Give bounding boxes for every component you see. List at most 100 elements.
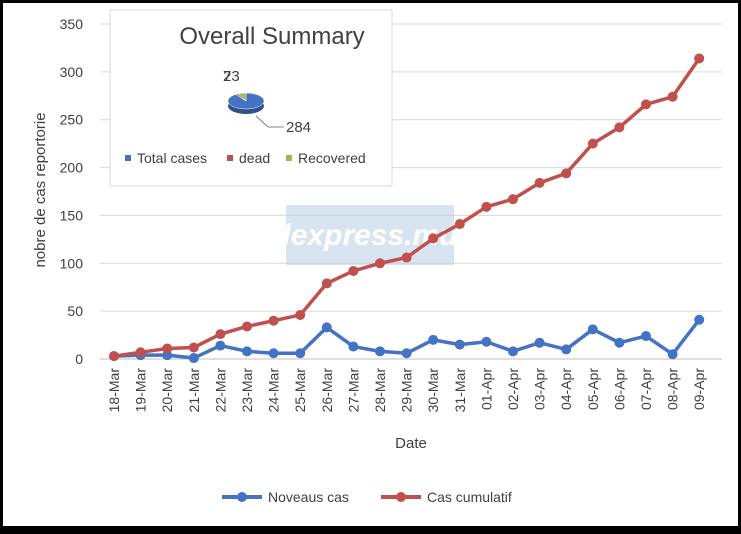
data-point-noveaus-cas (215, 340, 226, 351)
data-point-cas-cumulatif (375, 258, 385, 269)
data-point-noveaus-cas (401, 348, 412, 359)
data-point-cas-cumulatif (428, 233, 439, 244)
x-tick-label: 18-Mar (106, 368, 122, 413)
data-point-noveaus-cas (561, 344, 572, 355)
pie-slices (227, 92, 265, 110)
data-point-noveaus-cas (587, 324, 598, 335)
pie-legend-swatch-dead (227, 155, 233, 161)
x-tick-label: 31-Mar (452, 368, 468, 413)
x-tick-label: 26-Mar (319, 368, 335, 413)
data-point-noveaus-cas (428, 334, 439, 345)
pie-legend-swatch-recovered (286, 155, 292, 161)
y-tick-label: 150 (60, 207, 84, 223)
data-point-cas-cumulatif (694, 53, 705, 64)
data-point-noveaus-cas (375, 346, 385, 357)
x-tick-label: 19-Mar (133, 368, 149, 413)
legend-marker-noveaus-cas (237, 492, 247, 502)
x-tick-label: 23-Mar (239, 368, 255, 413)
y-tick-label: 350 (60, 16, 84, 32)
x-tick-label: 21-Mar (186, 368, 202, 413)
x-tick-label: 06-Apr (611, 368, 627, 410)
data-point-noveaus-cas (348, 341, 359, 352)
data-point-noveaus-cas (454, 339, 465, 350)
data-point-cas-cumulatif (215, 329, 226, 340)
data-point-cas-cumulatif (481, 201, 492, 212)
y-tick-label: 250 (60, 112, 84, 128)
x-tick-label: 20-Mar (159, 368, 175, 413)
x-tick-label: 01-Apr (478, 368, 494, 410)
pie-legend-recovered: Recovered (298, 150, 366, 166)
x-tick-label: 25-Mar (292, 368, 308, 413)
data-point-cas-cumulatif (242, 321, 252, 332)
data-point-noveaus-cas (667, 349, 678, 360)
x-tick-label: 22-Mar (212, 368, 228, 413)
data-point-noveaus-cas (295, 348, 306, 359)
legend-label-cas-cumulatif: Cas cumulatif (427, 489, 512, 505)
data-point-cas-cumulatif (295, 309, 306, 320)
x-tick-label: 27-Mar (345, 368, 361, 413)
inset-pie-chart: Overall Summary 284 7 23 Total cases dea… (109, 9, 393, 187)
series-layer (109, 53, 705, 364)
main-legend: Noveaus cas Cas cumulatif (222, 489, 512, 505)
pie-label-recovered: 23 (223, 68, 240, 85)
data-point-cas-cumulatif (162, 343, 173, 354)
data-point-cas-cumulatif (508, 194, 518, 205)
data-point-noveaus-cas (188, 353, 199, 364)
y-tick-label: 100 (60, 255, 84, 271)
data-point-cas-cumulatif (667, 91, 678, 102)
inset-pie-frame (109, 9, 393, 187)
inset-pie-title: Overall Summary (179, 23, 364, 50)
data-point-noveaus-cas (614, 337, 625, 348)
watermark-text: lexpress.mu (282, 219, 457, 252)
y-tick-label: 50 (67, 303, 83, 319)
y-tick-label: 300 (60, 64, 84, 80)
data-point-cas-cumulatif (135, 347, 146, 358)
x-tick-label: 30-Mar (425, 368, 441, 413)
legend-marker-cas-cumulatif (396, 492, 406, 502)
pie-leader-line (255, 115, 269, 128)
y-axis-ticks: 0 50 100 150 200 250 300 350 (60, 16, 84, 367)
watermark: lexpress.mu (282, 205, 458, 265)
x-axis-title: Date (395, 435, 427, 452)
y-tick-label: 0 (75, 351, 83, 367)
x-tick-label: 04-Apr (558, 368, 574, 410)
pie-legend-total-cases: Total cases (137, 150, 207, 166)
x-tick-label: 24-Mar (266, 368, 282, 413)
pie-legend-dead: dead (239, 150, 270, 166)
data-point-noveaus-cas (242, 346, 252, 357)
pie-legend-swatch-total (125, 155, 131, 161)
x-tick-label: 03-Apr (532, 368, 548, 410)
y-axis-title: nobre de cas reportorie (32, 112, 49, 267)
data-point-noveaus-cas (534, 337, 545, 348)
x-tick-label: 09-Apr (691, 368, 707, 410)
x-tick-label: 07-Apr (638, 368, 654, 410)
y-tick-label: 200 (60, 160, 84, 176)
pie-slice-recovered (237, 92, 247, 102)
x-tick-label: 28-Mar (372, 368, 388, 413)
x-axis-ticks: 18-Mar 19-Mar 20-Mar 21-Mar 22-Mar 23-Mar 24-M… (106, 368, 707, 413)
x-tick-label: 02-Apr (505, 368, 521, 410)
data-point-cas-cumulatif (587, 138, 598, 149)
data-point-cas-cumulatif (454, 219, 465, 230)
x-tick-label: 29-Mar (399, 368, 415, 413)
data-point-cas-cumulatif (401, 252, 412, 263)
data-point-cas-cumulatif (109, 351, 119, 362)
data-point-noveaus-cas (481, 336, 492, 347)
data-point-cas-cumulatif (348, 265, 359, 276)
data-point-cas-cumulatif (188, 342, 199, 353)
data-point-noveaus-cas (641, 331, 651, 342)
data-point-noveaus-cas (268, 348, 279, 359)
data-point-cas-cumulatif (321, 278, 332, 289)
data-point-noveaus-cas (508, 346, 518, 357)
x-tick-label: 05-Apr (585, 368, 601, 410)
pie-label-total-cases: 284 (286, 119, 311, 136)
pie-label-dead: 7 (223, 68, 231, 85)
data-point-cas-cumulatif (641, 99, 651, 110)
data-point-cas-cumulatif (561, 168, 572, 179)
legend-label-noveaus-cas: Noveaus cas (268, 489, 349, 505)
data-point-cas-cumulatif (268, 315, 279, 326)
data-point-cas-cumulatif (614, 122, 625, 133)
data-point-noveaus-cas (321, 322, 332, 333)
